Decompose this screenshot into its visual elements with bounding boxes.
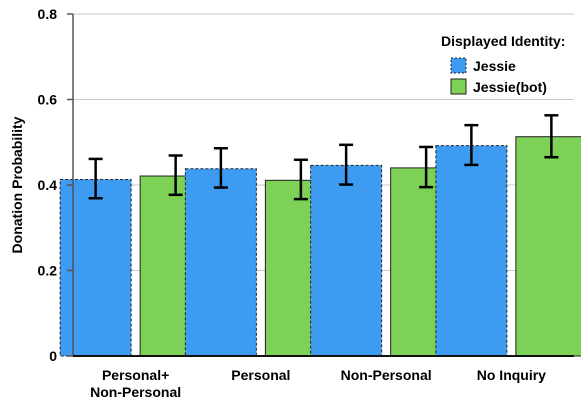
x-tick-label: Personal: [231, 367, 290, 383]
y-tick-label: 0: [49, 348, 57, 364]
legend: Displayed Identity: Jessie Jessie(bot): [441, 33, 565, 95]
legend-label: Jessie(bot): [473, 79, 547, 95]
bar-jessie: [310, 164, 383, 357]
bar-jessie: [184, 168, 257, 357]
bar-jessie-bot-: [515, 136, 581, 357]
axes: [67, 13, 574, 357]
y-axis-title: Donation Probability: [9, 116, 25, 253]
y-tick-label: 0.2: [38, 263, 58, 279]
x-tick-label: Personal+ Non-Personal: [90, 367, 181, 400]
x-tick-labels: Personal+ Non-Personal Personal Non-Persona…: [90, 367, 546, 400]
bars: [59, 114, 581, 357]
y-tick-labels: 0 0.2 0.4 0.6 0.8: [38, 6, 58, 364]
bar-jessie: [435, 145, 508, 357]
y-tick-label: 0.8: [38, 6, 58, 22]
y-tick-label: 0.4: [38, 177, 58, 193]
legend-label: Jessie: [473, 58, 516, 74]
x-tick-label: No Inquiry: [477, 367, 546, 383]
legend-swatch-jessie: [450, 57, 467, 74]
x-tick-label: Non-Personal: [341, 367, 432, 383]
legend-title: Displayed Identity:: [441, 33, 565, 49]
y-tick-label: 0.6: [38, 92, 58, 108]
legend-swatch-jessie-bot-: [450, 78, 467, 95]
bar-jessie: [59, 178, 132, 357]
